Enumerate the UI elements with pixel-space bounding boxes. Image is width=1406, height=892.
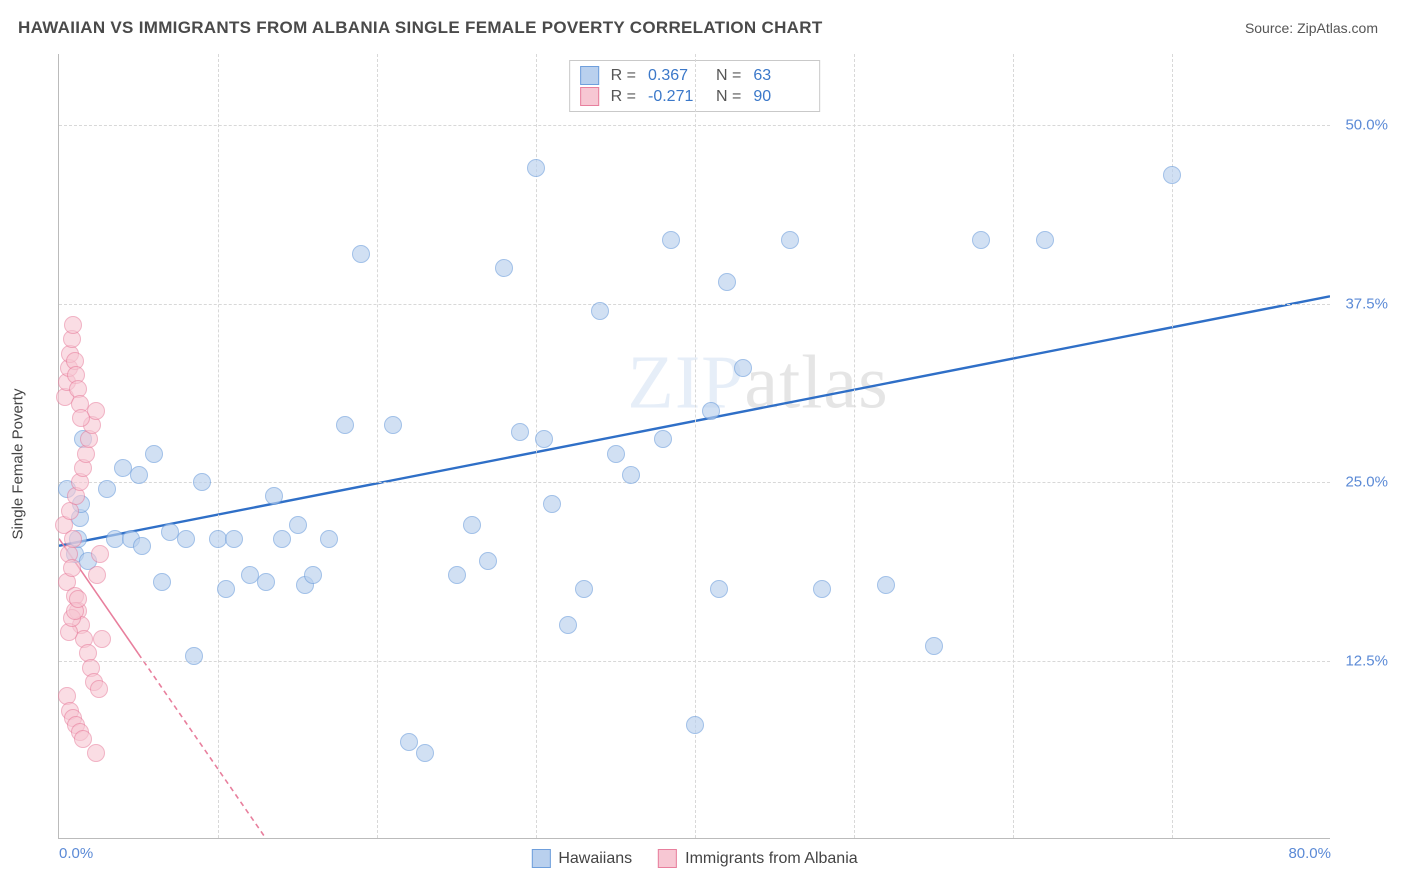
legend-swatch [531, 849, 550, 868]
data-point-hawaiians [384, 416, 402, 434]
scatter-plot: ZIPatlas R =0.367N =63R =-0.271N =90 Haw… [58, 54, 1330, 839]
data-point-hawaiians [265, 487, 283, 505]
data-point-hawaiians [718, 273, 736, 291]
stat-n-label: N = [716, 88, 741, 106]
legend-swatch [658, 849, 677, 868]
chart-container: Single Female Poverty ZIPatlas R =0.367N… [50, 54, 1380, 874]
data-point-hawaiians [320, 530, 338, 548]
data-point-albania [90, 680, 108, 698]
legend-item-hawaiians: Hawaiians [531, 849, 632, 868]
data-point-hawaiians [352, 245, 370, 263]
chart-title: HAWAIIAN VS IMMIGRANTS FROM ALBANIA SING… [18, 18, 823, 38]
x-tick-label: 0.0% [59, 845, 93, 862]
data-point-hawaiians [877, 576, 895, 594]
data-point-hawaiians [781, 231, 799, 249]
data-point-albania [87, 744, 105, 762]
data-point-hawaiians [575, 580, 593, 598]
data-point-albania [64, 316, 82, 334]
gridline-vertical [218, 54, 219, 838]
stat-r-label: R = [611, 67, 636, 85]
data-point-hawaiians [289, 516, 307, 534]
data-point-hawaiians [662, 231, 680, 249]
data-point-hawaiians [130, 466, 148, 484]
data-point-hawaiians [686, 716, 704, 734]
data-point-albania [63, 559, 81, 577]
data-point-albania [91, 545, 109, 563]
stat-n-value: 90 [753, 88, 809, 106]
data-point-hawaiians [400, 733, 418, 751]
y-tick-label: 50.0% [1345, 117, 1388, 134]
stat-n-label: N = [716, 67, 741, 85]
data-point-hawaiians [654, 430, 672, 448]
data-point-hawaiians [448, 566, 466, 584]
legend-label: Hawaiians [558, 850, 632, 868]
data-point-hawaiians [273, 530, 291, 548]
data-point-hawaiians [193, 473, 211, 491]
data-point-hawaiians [225, 530, 243, 548]
gridline-vertical [1013, 54, 1014, 838]
y-tick-label: 37.5% [1345, 295, 1388, 312]
y-tick-label: 12.5% [1345, 652, 1388, 669]
source-prefix: Source: [1245, 20, 1297, 36]
data-point-hawaiians [495, 259, 513, 277]
gridline-vertical [854, 54, 855, 838]
data-point-hawaiians [734, 359, 752, 377]
y-tick-label: 25.0% [1345, 474, 1388, 491]
data-point-albania [93, 630, 111, 648]
data-point-hawaiians [185, 647, 203, 665]
watermark: ZIPatlas [627, 340, 888, 427]
data-point-hawaiians [925, 637, 943, 655]
stat-n-value: 63 [753, 67, 809, 85]
legend-label: Immigrants from Albania [685, 850, 858, 868]
watermark-zip: ZIP [627, 341, 744, 425]
data-point-hawaiians [559, 616, 577, 634]
data-point-hawaiians [591, 302, 609, 320]
data-point-albania [64, 530, 82, 548]
legend-swatch [580, 87, 599, 106]
data-point-hawaiians [153, 573, 171, 591]
data-point-hawaiians [607, 445, 625, 463]
data-point-hawaiians [622, 466, 640, 484]
data-point-hawaiians [257, 573, 275, 591]
data-point-hawaiians [1036, 231, 1054, 249]
data-point-hawaiians [710, 580, 728, 598]
gridline-vertical [377, 54, 378, 838]
data-point-hawaiians [527, 159, 545, 177]
data-point-hawaiians [511, 423, 529, 441]
data-point-hawaiians [702, 402, 720, 420]
data-point-hawaiians [416, 744, 434, 762]
data-point-hawaiians [479, 552, 497, 570]
data-point-hawaiians [535, 430, 553, 448]
source-attribution: Source: ZipAtlas.com [1245, 20, 1378, 36]
y-axis-label: Single Female Poverty [10, 389, 27, 540]
data-point-hawaiians [98, 480, 116, 498]
data-point-hawaiians [133, 537, 151, 555]
data-point-hawaiians [336, 416, 354, 434]
data-point-albania [88, 566, 106, 584]
source-name: ZipAtlas.com [1297, 20, 1378, 36]
legend-swatch [580, 66, 599, 85]
legend-item-albania: Immigrants from Albania [658, 849, 858, 868]
data-point-hawaiians [145, 445, 163, 463]
data-point-hawaiians [1163, 166, 1181, 184]
data-point-hawaiians [813, 580, 831, 598]
data-point-hawaiians [463, 516, 481, 534]
stat-r-label: R = [611, 88, 636, 106]
data-point-hawaiians [177, 530, 195, 548]
watermark-atlas: atlas [744, 341, 888, 425]
series-legend: Hawaiians Immigrants from Albania [531, 849, 857, 868]
data-point-hawaiians [217, 580, 235, 598]
data-point-hawaiians [972, 231, 990, 249]
data-point-hawaiians [543, 495, 561, 513]
data-point-hawaiians [304, 566, 322, 584]
data-point-albania [69, 590, 87, 608]
x-tick-label: 80.0% [1288, 845, 1331, 862]
data-point-albania [72, 409, 90, 427]
